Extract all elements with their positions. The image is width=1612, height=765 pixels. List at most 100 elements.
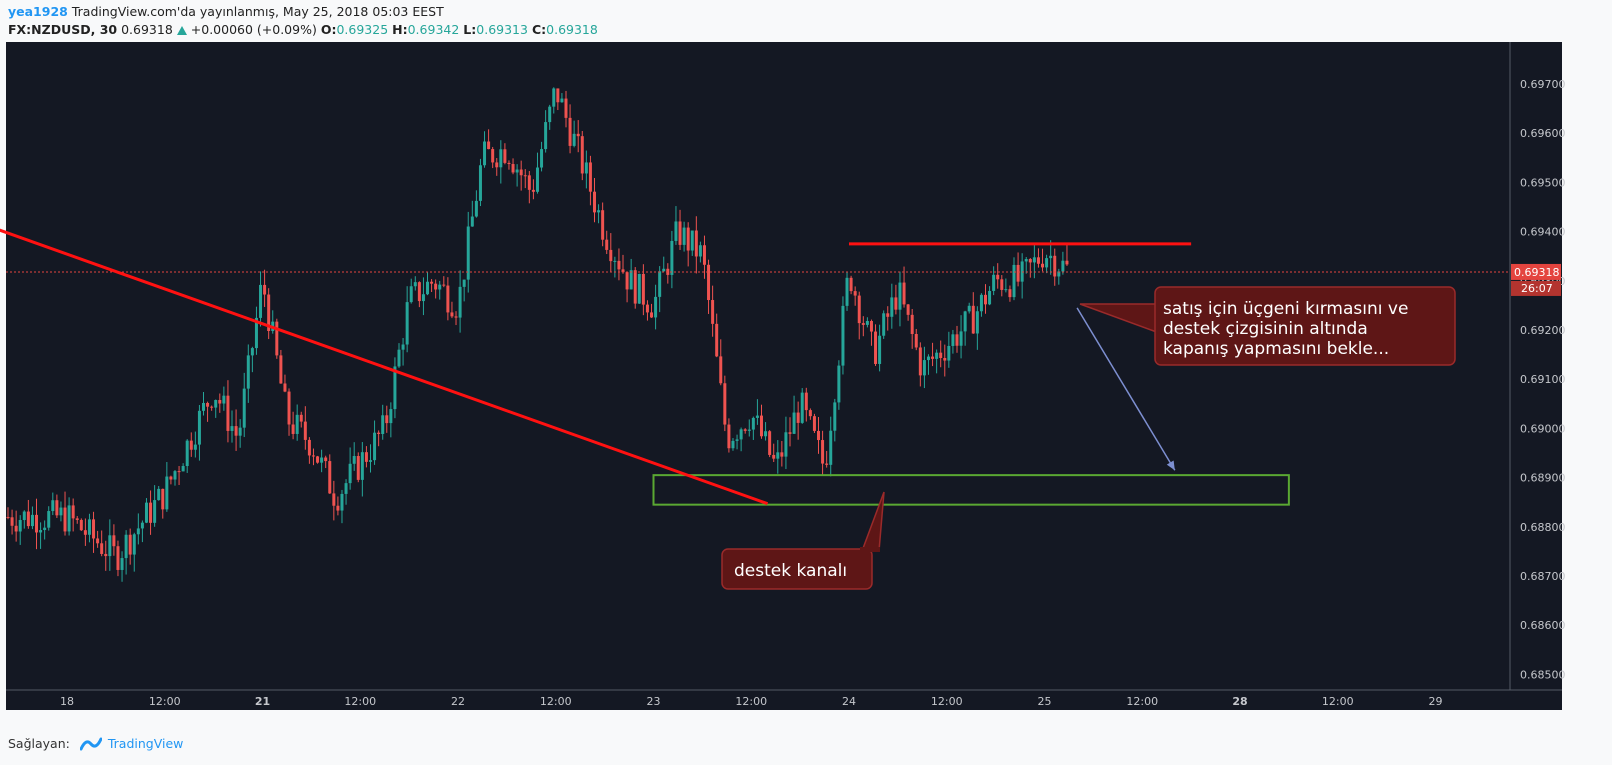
author-link[interactable]: yea1928 bbox=[8, 4, 68, 19]
candle-bear bbox=[446, 285, 450, 313]
candle-bear bbox=[527, 175, 531, 190]
callout-sell[interactable]: satış için üçgeni kırmasını ve destek çi… bbox=[1079, 286, 1456, 366]
candle-bull bbox=[59, 507, 63, 516]
candle-bear bbox=[177, 471, 181, 473]
candle-bull bbox=[1004, 289, 1008, 291]
candle-bull bbox=[18, 520, 22, 532]
candle-bear bbox=[385, 415, 389, 424]
candle-bear bbox=[519, 169, 523, 176]
time-axis[interactable]: 18 12:00 21 12:00 22 12:00 23 12:00 24 12:00 25 12:… bbox=[60, 695, 1443, 708]
x-tick-label: 12:00 bbox=[1126, 695, 1158, 708]
x-tick-label: 12:00 bbox=[1322, 695, 1354, 708]
price-chart[interactable]: 0.697000.696000.695000.694000.693000.692… bbox=[0, 42, 1568, 712]
candle-bull bbox=[360, 452, 364, 480]
candle-bull bbox=[230, 426, 234, 431]
candle-bull bbox=[39, 530, 43, 533]
rising-trendline[interactable] bbox=[0, 219, 769, 506]
candle-bull bbox=[755, 415, 759, 418]
candle-bull bbox=[613, 260, 617, 262]
candle-bear bbox=[377, 432, 381, 434]
footer: Sağlayan: TradingView bbox=[8, 736, 183, 751]
support-channel-box[interactable] bbox=[652, 474, 1290, 506]
candle-bull bbox=[140, 522, 144, 529]
candle-bear bbox=[869, 321, 873, 332]
candle-bear bbox=[1028, 259, 1032, 263]
candle-bull bbox=[47, 511, 51, 528]
candle-bull bbox=[246, 355, 250, 389]
candle-bear bbox=[503, 149, 507, 163]
callout-box bbox=[721, 548, 873, 590]
candle-bear bbox=[617, 260, 621, 270]
candle-bear bbox=[711, 300, 715, 324]
candle-bear bbox=[275, 321, 279, 356]
bar-countdown: 26:07 bbox=[1521, 282, 1553, 295]
candle-bear bbox=[849, 277, 853, 292]
candle-bear bbox=[821, 440, 825, 464]
candle-bear bbox=[450, 312, 454, 317]
candle-bear bbox=[723, 383, 727, 425]
price-change: +0.00060 (+0.09%) bbox=[190, 22, 317, 37]
x-tick-label: 21 bbox=[255, 695, 270, 708]
last-price: 0.69318 bbox=[121, 22, 173, 37]
candle-bull bbox=[735, 439, 739, 441]
candle-bear bbox=[189, 440, 193, 450]
candle-bear bbox=[914, 333, 918, 348]
candle-bear bbox=[984, 294, 987, 305]
y-tick-label: 0.68600 bbox=[1520, 619, 1566, 632]
candle-bear bbox=[1000, 279, 1004, 290]
candle-bear bbox=[812, 416, 816, 431]
candle-bull bbox=[535, 167, 539, 192]
candle-bear bbox=[593, 191, 596, 213]
candle-bull bbox=[254, 317, 258, 349]
candle-bear bbox=[996, 274, 1000, 280]
provider-label: Sağlayan: bbox=[8, 736, 70, 751]
callout-joint bbox=[1157, 304, 1167, 336]
tradingview-link[interactable]: TradingView bbox=[107, 736, 184, 751]
candle-bull bbox=[552, 88, 556, 107]
candle-bull bbox=[157, 488, 161, 501]
candle-bear bbox=[939, 352, 943, 359]
candle-bear bbox=[759, 415, 763, 437]
candle-bear bbox=[857, 295, 861, 324]
candle-bull bbox=[397, 349, 401, 367]
close-label: C: bbox=[531, 22, 547, 37]
candle-bear bbox=[1041, 263, 1045, 268]
candle-bull bbox=[845, 277, 849, 306]
candle-bear bbox=[149, 502, 153, 523]
candle-bear bbox=[364, 452, 368, 462]
candle-bear bbox=[568, 117, 572, 146]
candle-bear bbox=[853, 291, 857, 296]
countdown-badge bbox=[1511, 280, 1561, 296]
candle-bear bbox=[303, 421, 307, 440]
candle-bull bbox=[682, 227, 686, 245]
candle-bull bbox=[405, 302, 409, 345]
candle-bear bbox=[511, 164, 515, 173]
y-tick-label: 0.68700 bbox=[1520, 570, 1566, 583]
candle-bull bbox=[389, 409, 393, 424]
candle-bull bbox=[690, 230, 694, 251]
candle-bear bbox=[263, 284, 267, 295]
x-tick-label: 18 bbox=[60, 695, 74, 708]
candle-bull bbox=[499, 149, 503, 168]
candle-bull bbox=[368, 460, 372, 462]
candle-bull bbox=[344, 483, 348, 494]
triangle-up-icon bbox=[176, 26, 187, 35]
candle-bear bbox=[434, 283, 438, 290]
candle-bull bbox=[988, 290, 992, 305]
candle-bull bbox=[108, 535, 112, 557]
callout-support[interactable]: destek kanalı bbox=[721, 491, 885, 590]
candle-bull bbox=[1045, 258, 1049, 268]
candle-bear bbox=[910, 314, 914, 334]
projection-arrow[interactable] bbox=[1076, 307, 1176, 471]
candle-bull bbox=[202, 402, 205, 411]
y-tick-label: 0.69600 bbox=[1520, 127, 1566, 140]
high-value: 0.69342 bbox=[407, 22, 460, 37]
y-tick-label: 0.69500 bbox=[1520, 176, 1566, 189]
candle-bear bbox=[906, 304, 910, 315]
candle-bull bbox=[975, 311, 979, 334]
publish-info: TradingView.com'da yayınlanmış, May 25, … bbox=[71, 4, 444, 19]
candle-bear bbox=[442, 284, 446, 286]
candle-bull bbox=[1057, 271, 1061, 277]
candle-bear bbox=[299, 414, 303, 422]
candle-bear bbox=[311, 455, 315, 457]
